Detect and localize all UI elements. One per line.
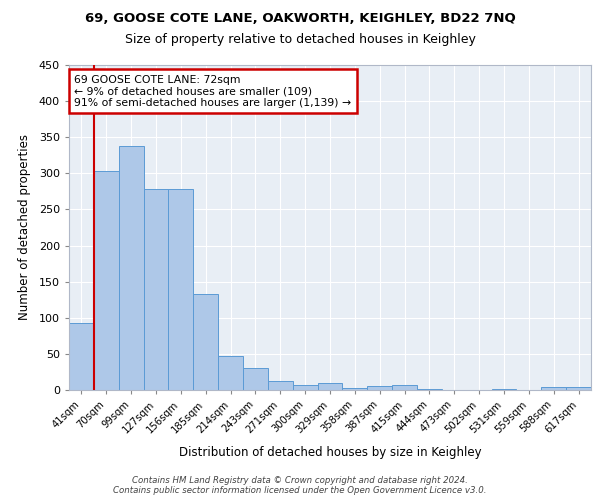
Bar [417, 388, 442, 390]
Bar [392, 385, 417, 390]
Bar [169, 188, 193, 390]
Bar [491, 388, 517, 390]
Bar [69, 323, 94, 390]
Text: 69, GOOSE COTE LANE, OAKWORTH, KEIGHLEY, BD22 7NQ: 69, GOOSE COTE LANE, OAKWORTH, KEIGHLEY,… [85, 12, 515, 26]
Bar [243, 368, 268, 390]
Bar [343, 388, 367, 390]
Bar [143, 188, 169, 390]
Text: 69 GOOSE COTE LANE: 72sqm
← 9% of detached houses are smaller (109)
91% of semi-: 69 GOOSE COTE LANE: 72sqm ← 9% of detach… [74, 74, 352, 108]
X-axis label: Distribution of detached houses by size in Keighley: Distribution of detached houses by size … [179, 446, 481, 459]
Bar [293, 385, 317, 390]
Text: Size of property relative to detached houses in Keighley: Size of property relative to detached ho… [125, 32, 475, 46]
Y-axis label: Number of detached properties: Number of detached properties [17, 134, 31, 320]
Bar [218, 356, 243, 390]
Bar [94, 171, 119, 390]
Bar [268, 382, 293, 390]
Bar [193, 294, 218, 390]
Bar [119, 146, 143, 390]
Text: Contains HM Land Registry data © Crown copyright and database right 2024.
Contai: Contains HM Land Registry data © Crown c… [113, 476, 487, 495]
Bar [566, 387, 591, 390]
Bar [541, 387, 566, 390]
Bar [367, 386, 392, 390]
Bar [317, 383, 343, 390]
